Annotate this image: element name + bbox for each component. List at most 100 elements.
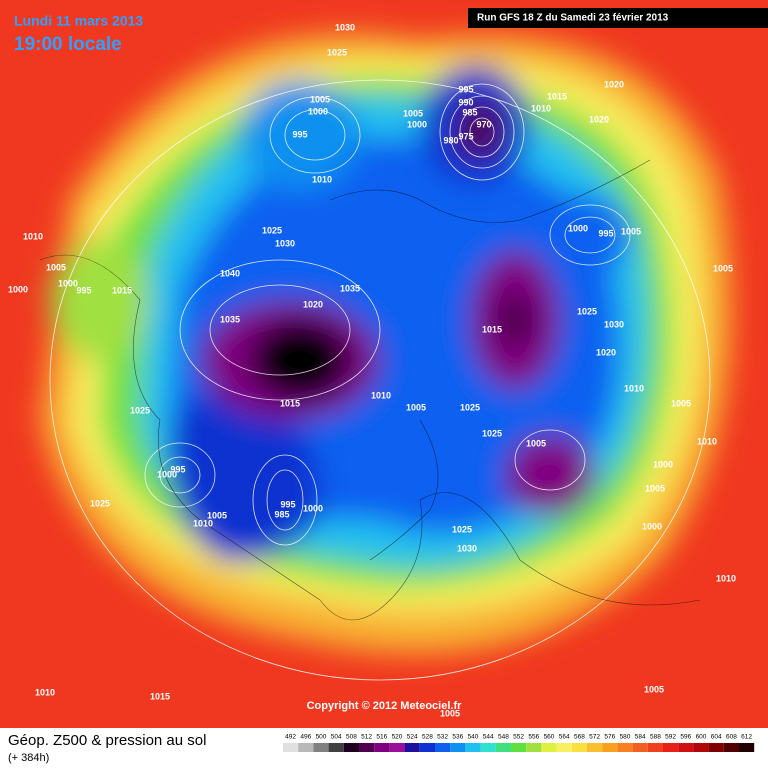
legend-swatch [389, 743, 405, 752]
legend-tick-label: 572 [589, 734, 600, 741]
isobar-label: 1005 [644, 684, 664, 694]
legend-swatch [328, 743, 344, 752]
map-title: Géop. Z500 & pression au sol [8, 732, 206, 749]
legend-tick-label: 556 [528, 734, 539, 741]
legend-swatch [708, 743, 724, 752]
isobar-label: 1015 [547, 91, 567, 101]
legend-tick-label: 500 [316, 734, 327, 741]
legend-swatch [556, 743, 572, 752]
isobar-label: 1025 [482, 428, 502, 438]
legend-swatch [678, 743, 694, 752]
isobar-label: 1005 [440, 708, 460, 718]
legend-tick-label: 516 [376, 734, 387, 741]
legend-tick-label: 520 [392, 734, 403, 741]
legend-tick-label: 536 [452, 734, 463, 741]
isobar-label: 980 [443, 135, 458, 145]
isobar-label: 1025 [460, 402, 480, 412]
isobar-label: 1000 [568, 223, 588, 233]
isobar-label: 1030 [457, 543, 477, 553]
isobar-label: 1005 [671, 398, 691, 408]
legend-swatch [435, 743, 451, 752]
legend-tick-label: 608 [726, 734, 737, 741]
forecast-lead: (+ 384h) [8, 752, 49, 764]
coastlines [39, 159, 701, 621]
copyright: Copyright © 2012 Meteociel.fr [307, 700, 463, 712]
legend-tick-label: 584 [635, 734, 646, 741]
isobar-label: 1025 [577, 306, 597, 316]
legend-swatch [495, 743, 511, 752]
isobar-label: 1035 [220, 314, 240, 324]
legend-tick-label: 588 [650, 734, 661, 741]
isobar-label: 1005 [46, 262, 66, 272]
legend-tick-label: 568 [574, 734, 585, 741]
legend-tick-label: 596 [680, 734, 691, 741]
isobar-label: 1020 [604, 79, 624, 89]
isobar-label: 1000 [642, 521, 662, 531]
isobar-label: 1025 [130, 405, 150, 415]
isobar-label: 1015 [482, 324, 502, 334]
legend-tick-label: 580 [620, 734, 631, 741]
legend-swatch [723, 743, 739, 752]
isobar-label: 1000 [157, 469, 177, 479]
isobar-label: 1000 [308, 106, 328, 116]
legend-tick-label: 600 [696, 734, 707, 741]
legend-swatch [647, 743, 663, 752]
isobar-label: 1005 [310, 94, 330, 104]
isobar-label: 1000 [8, 284, 28, 294]
isobar-label: 1000 [303, 503, 323, 513]
legend-swatch [480, 743, 496, 752]
isobar-label: 1025 [90, 498, 110, 508]
isobar-label: 1005 [406, 402, 426, 412]
isobar-label: 1025 [262, 225, 282, 235]
isobar-label: 1000 [58, 278, 78, 288]
legend-swatch [283, 743, 299, 752]
legend-tick-label: 592 [665, 734, 676, 741]
isobar-label: 1020 [589, 114, 609, 124]
isobar-label: 995 [280, 499, 295, 509]
legend-tick-label: 512 [361, 734, 372, 741]
isobar-label: 995 [76, 285, 91, 295]
legend-tick-label: 548 [498, 734, 509, 741]
isobar-label: 1030 [335, 22, 355, 32]
legend-swatch [465, 743, 481, 752]
isobar-label: 1015 [280, 398, 300, 408]
isobar-label: 995 [292, 129, 307, 139]
legend-tick-label: 576 [604, 734, 615, 741]
isobar-label: 1010 [624, 383, 644, 393]
geopotential-field [40, 33, 732, 654]
isobar-label: 985 [274, 509, 289, 519]
isobar-label: 1025 [452, 524, 472, 534]
legend-swatch [313, 743, 329, 752]
isobar-label: 1010 [716, 573, 736, 583]
isobar-label: 1005 [713, 263, 733, 273]
legend-swatch [739, 743, 755, 752]
legend-tick-label: 540 [468, 734, 479, 741]
isobar-label: 1005 [526, 438, 546, 448]
legend-swatch [617, 743, 633, 752]
legend-swatch [602, 743, 618, 752]
isobar-label: 1010 [531, 103, 551, 113]
isobar-label: 1005 [403, 108, 423, 118]
isobar-label: 970 [476, 119, 491, 129]
valid-time: 19:00 locale [14, 34, 122, 55]
isobar-label: 995 [598, 228, 613, 238]
legend-tick-label: 528 [422, 734, 433, 741]
legend-swatch [450, 743, 466, 752]
legend-tick-label: 564 [559, 734, 570, 741]
isobar-label: 1005 [207, 510, 227, 520]
run-banner [468, 8, 768, 28]
isobar-label: 1005 [645, 483, 665, 493]
legend-tick-label: 604 [711, 734, 722, 741]
legend-swatch [419, 743, 435, 752]
legend-swatch [632, 743, 648, 752]
legend-swatch [526, 743, 542, 752]
legend-tick-label: 496 [300, 734, 311, 741]
isobar-label: 1015 [150, 691, 170, 701]
isobar-label: 1000 [407, 119, 427, 129]
isobar-label: 975 [458, 131, 473, 141]
legend-tick-label: 532 [437, 734, 448, 741]
isobar-label: 1010 [697, 436, 717, 446]
isobar-label: 1040 [220, 268, 240, 278]
